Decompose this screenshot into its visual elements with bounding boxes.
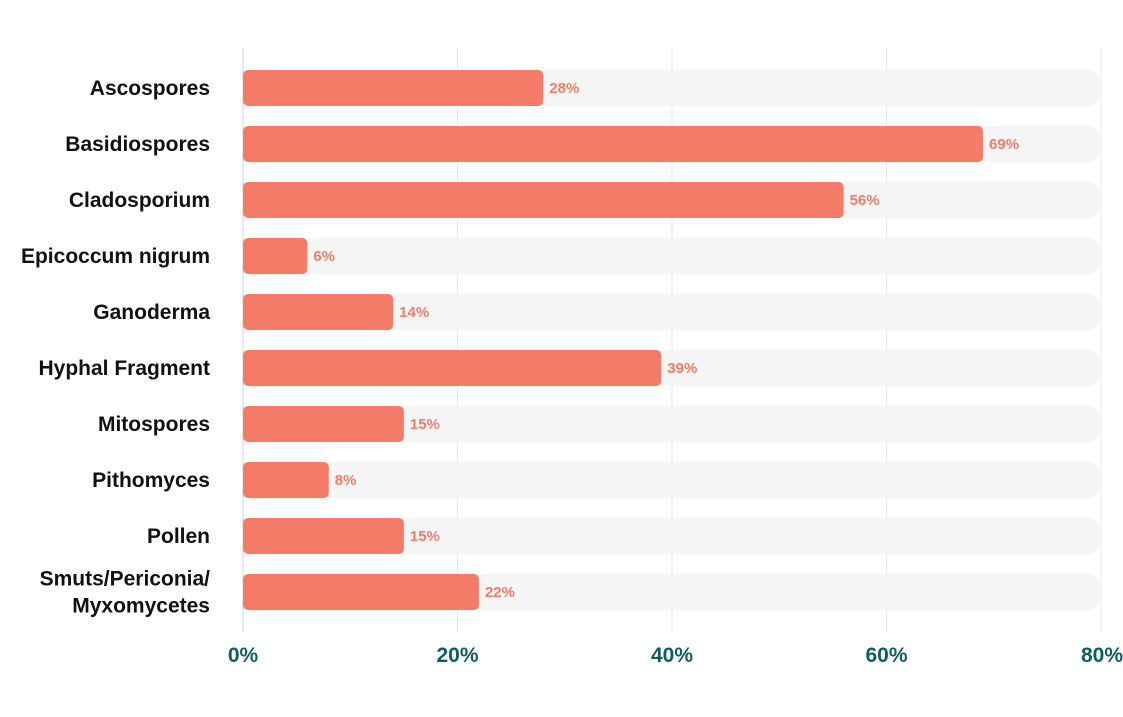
- category-label-line: Ganoderma: [93, 301, 210, 324]
- category-label-line: Pollen: [147, 525, 210, 548]
- data-label: 6%: [313, 248, 335, 265]
- category-label-line: Epicoccum nigrum: [21, 245, 210, 268]
- category-label-line: Myxomycetes: [72, 595, 210, 618]
- x-tick-label: 0%: [228, 644, 259, 667]
- bar: [243, 238, 308, 274]
- bar-track: [243, 294, 1101, 330]
- label-layer: 28% Ascospores 69% Basidiospores 56% Cladospo…: [21, 77, 1019, 618]
- category-label: Cladosporium: [69, 189, 210, 212]
- bar-layer: [243, 70, 984, 610]
- category-label-line: Ascospores: [90, 77, 210, 100]
- category-label: Basidiospores: [65, 133, 210, 156]
- bar: [243, 350, 662, 386]
- data-label: 56%: [850, 192, 880, 209]
- category-label: Ganoderma: [93, 301, 210, 324]
- category-label-line: Basidiospores: [65, 133, 210, 156]
- bar: [243, 294, 394, 330]
- bar-track: [243, 462, 1101, 498]
- category-label-line: Hyphal Fragment: [38, 357, 210, 380]
- category-label-line: Mitospores: [98, 413, 210, 436]
- category-label: Ascospores: [90, 77, 210, 100]
- bar-track: [243, 238, 1101, 274]
- x-tick-label: 40%: [651, 644, 693, 667]
- x-tick-label: 80%: [1081, 644, 1123, 667]
- bar-track: [243, 518, 1101, 554]
- bar: [243, 182, 844, 218]
- tick-layer: 0% 20% 40% 60% 80%: [228, 644, 1123, 667]
- data-label: 15%: [410, 528, 440, 545]
- bar: [243, 574, 479, 610]
- data-label: 28%: [549, 80, 579, 97]
- data-label: 69%: [989, 136, 1019, 153]
- category-label-line: Pithomyces: [92, 469, 210, 492]
- category-label-line: Cladosporium: [69, 189, 210, 212]
- data-label: 39%: [667, 360, 697, 377]
- data-label: 14%: [399, 304, 429, 321]
- bar: [243, 406, 404, 442]
- category-label: Hyphal Fragment: [38, 357, 210, 380]
- category-label: Smuts/Periconia/Myxomycetes: [40, 568, 211, 618]
- data-label: 15%: [410, 416, 440, 433]
- bar: [243, 126, 984, 162]
- category-label: Epicoccum nigrum: [21, 245, 210, 268]
- bar: [243, 518, 404, 554]
- bar: [243, 70, 544, 106]
- data-label: 22%: [485, 584, 515, 601]
- x-tick-label: 20%: [436, 644, 478, 667]
- data-label: 8%: [335, 472, 357, 489]
- x-tick-label: 60%: [865, 644, 907, 667]
- category-label: Mitospores: [98, 413, 210, 436]
- category-label-line: Smuts/Periconia/: [40, 568, 211, 591]
- bar: [243, 462, 329, 498]
- bar-track: [243, 406, 1101, 442]
- category-label: Pithomyces: [92, 469, 210, 492]
- category-label: Pollen: [147, 525, 210, 548]
